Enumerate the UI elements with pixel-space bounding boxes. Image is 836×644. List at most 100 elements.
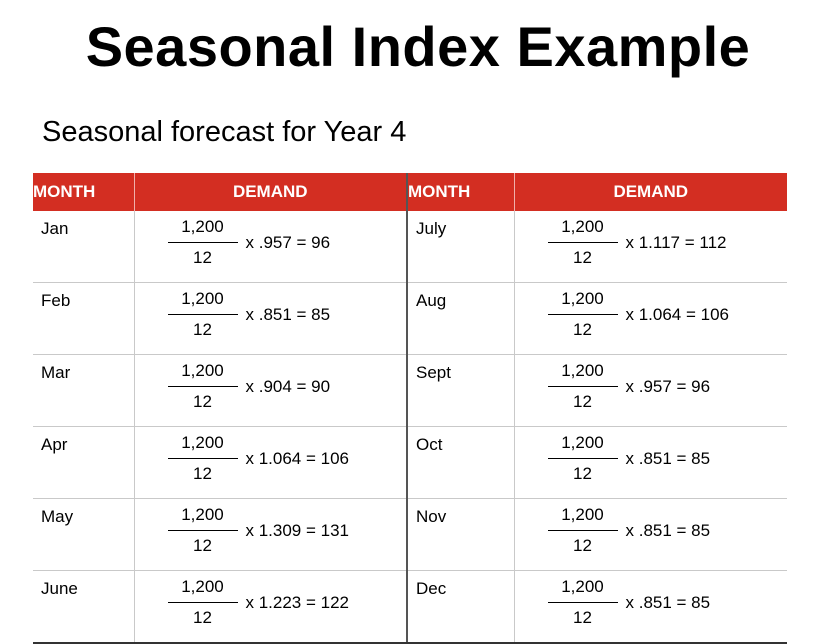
demand-calculation: 1,200 12 x 1.309 = 131 <box>135 499 407 562</box>
seasonal-multiplier: x 1.064 = 106 <box>625 305 730 324</box>
seasonal-multiplier: x 1.064 = 106 <box>245 449 350 468</box>
fraction-denominator: 12 <box>573 392 592 411</box>
month-label: Nov <box>416 507 447 526</box>
table-row: May 1,200 12 x 1.309 = 131 Nov 1,200 12 x .851 … <box>33 498 788 571</box>
month-label: July <box>416 219 447 238</box>
fraction-numerator: 1,200 <box>181 289 224 308</box>
table-row: Jan 1,200 12 x .957 = 96 July 1,200 12 x 1.117 … <box>33 211 787 283</box>
seasonal-multiplier: x .904 = 90 <box>245 377 331 396</box>
fraction-denominator: 12 <box>193 248 212 267</box>
table-row: Apr 1,200 12 x 1.064 = 106 Oct 1,200 12 x .851 … <box>33 426 787 499</box>
fraction: 1,200 12 <box>547 433 618 484</box>
fraction-numerator: 1,200 <box>561 361 604 380</box>
seasonal-multiplier: x .851 = 85 <box>625 521 711 540</box>
month-cell: June <box>33 570 135 644</box>
fraction: 1,200 12 <box>547 577 618 628</box>
month-label: Feb <box>41 291 71 310</box>
fraction-bar <box>167 458 238 459</box>
fraction-numerator: 1,200 <box>561 289 604 308</box>
demand-cell: 1,200 12 x .904 = 90 <box>134 354 408 427</box>
fraction-bar <box>547 530 618 531</box>
seasonal-multiplier: x .957 = 96 <box>245 233 331 252</box>
forecast-table: MONTH DEMAND MONTH DEMAND Jan 1,200 12 x .9… <box>33 173 787 644</box>
month-cell: Sept <box>407 354 515 427</box>
fraction-bar <box>547 458 618 459</box>
fraction-numerator: 1,200 <box>561 217 604 236</box>
demand-cell: 1,200 12 x .851 = 85 <box>514 498 788 571</box>
demand-cell: 1,200 12 x 1.117 = 112 <box>514 211 787 283</box>
fraction: 1,200 12 <box>167 433 238 484</box>
seasonal-multiplier: x 1.309 = 131 <box>245 521 350 540</box>
demand-calculation: 1,200 12 x 1.064 = 106 <box>515 283 788 346</box>
fraction-numerator: 1,200 <box>181 577 224 596</box>
seasonal-multiplier: x .957 = 96 <box>625 377 711 396</box>
month-label: Apr <box>41 435 68 454</box>
table-row: Mar 1,200 12 x .904 = 90 Sept 1,200 12 x .957 =… <box>33 354 787 427</box>
month-cell: July <box>407 211 515 283</box>
table-row: June 1,200 12 x 1.223 = 122 Dec 1,200 12 x .851… <box>33 570 788 644</box>
table-row: Feb 1,200 12 x .851 = 85 Aug 1,200 12 x 1.064 =… <box>33 282 788 355</box>
fraction-denominator: 12 <box>573 536 592 555</box>
fraction-bar <box>167 386 238 387</box>
month-cell: Feb <box>33 282 135 355</box>
demand-calculation: 1,200 12 x .851 = 85 <box>515 571 788 634</box>
fraction-bar <box>547 242 618 243</box>
demand-cell: 1,200 12 x .957 = 96 <box>134 211 408 283</box>
fraction-denominator: 12 <box>573 320 592 339</box>
fraction-bar <box>547 602 618 603</box>
seasonal-multiplier: x .851 = 85 <box>625 593 711 612</box>
month-cell: Dec <box>407 570 515 644</box>
fraction-numerator: 1,200 <box>561 577 604 596</box>
seasonal-multiplier: x 1.223 = 122 <box>245 593 350 612</box>
fraction-numerator: 1,200 <box>181 433 224 452</box>
fraction-denominator: 12 <box>573 248 592 267</box>
fraction: 1,200 12 <box>167 505 238 556</box>
fraction: 1,200 12 <box>167 289 238 340</box>
page-subtitle: Seasonal forecast for Year 4 <box>42 116 407 148</box>
fraction-numerator: 1,200 <box>181 361 224 380</box>
demand-calculation: 1,200 12 x .851 = 85 <box>515 499 788 562</box>
header-month: MONTH <box>407 173 515 211</box>
demand-cell: 1,200 12 x .851 = 85 <box>514 570 788 644</box>
demand-calculation: 1,200 12 x .851 = 85 <box>135 283 407 346</box>
fraction-numerator: 1,200 <box>561 505 604 524</box>
demand-cell: 1,200 12 x .851 = 85 <box>514 426 787 499</box>
page-title: Seasonal Index Example <box>85 15 751 78</box>
demand-calculation: 1,200 12 x 1.223 = 122 <box>135 571 407 634</box>
fraction: 1,200 12 <box>167 217 238 268</box>
fraction: 1,200 12 <box>547 217 618 268</box>
month-label: Oct <box>416 435 443 454</box>
demand-calculation: 1,200 12 x 1.064 = 106 <box>135 427 407 490</box>
month-cell: Aug <box>407 282 515 355</box>
fraction-denominator: 12 <box>573 464 592 483</box>
fraction-denominator: 12 <box>193 464 212 483</box>
fraction-numerator: 1,200 <box>181 505 224 524</box>
month-label: Sept <box>416 363 451 382</box>
fraction-bar <box>167 314 238 315</box>
seasonal-multiplier: x .851 = 85 <box>245 305 331 324</box>
month-label: Aug <box>416 291 447 310</box>
month-cell: Apr <box>33 426 135 499</box>
fraction-denominator: 12 <box>193 536 212 555</box>
fraction-bar <box>167 602 238 603</box>
header-demand: DEMAND <box>514 173 787 211</box>
month-label: May <box>41 507 74 526</box>
fraction-numerator: 1,200 <box>181 217 224 236</box>
month-cell: Mar <box>33 354 135 427</box>
fraction-denominator: 12 <box>193 392 212 411</box>
header-demand: DEMAND <box>134 173 408 211</box>
header-month: MONTH <box>33 173 135 211</box>
month-cell: Oct <box>407 426 515 499</box>
month-cell: May <box>33 498 135 571</box>
demand-calculation: 1,200 12 x .957 = 96 <box>135 211 407 274</box>
month-label: Dec <box>416 579 447 598</box>
fraction: 1,200 12 <box>547 361 618 412</box>
fraction: 1,200 12 <box>167 577 238 628</box>
seasonal-multiplier: x .851 = 85 <box>625 449 711 468</box>
demand-cell: 1,200 12 x .851 = 85 <box>134 282 408 355</box>
demand-cell: 1,200 12 x .957 = 96 <box>514 354 787 427</box>
fraction-bar <box>547 386 618 387</box>
fraction-denominator: 12 <box>193 608 212 627</box>
fraction: 1,200 12 <box>547 505 618 556</box>
demand-cell: 1,200 12 x 1.309 = 131 <box>134 498 408 571</box>
